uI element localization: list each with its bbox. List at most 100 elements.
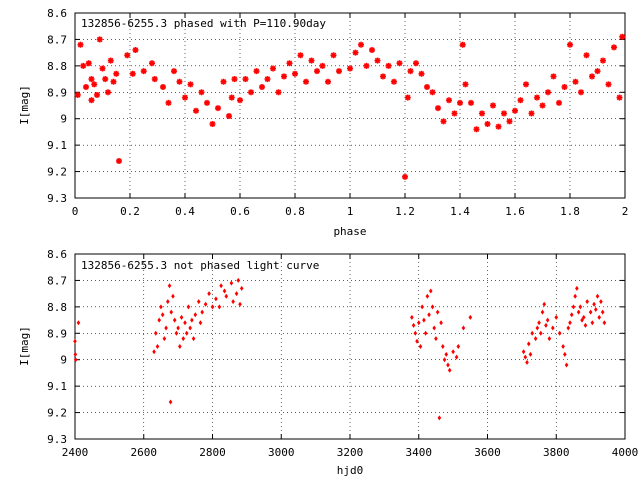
data-point (583, 52, 590, 59)
data-point (107, 57, 114, 64)
y-tick-label: 8.6 (47, 248, 67, 261)
data-point (561, 84, 568, 90)
data-point (77, 41, 84, 48)
data-point (198, 89, 205, 96)
data-point (578, 304, 583, 310)
data-point (171, 68, 177, 75)
data-point (418, 70, 425, 77)
data-point (102, 76, 109, 83)
data-point (413, 330, 418, 336)
data-point (581, 314, 586, 320)
data-points (74, 33, 626, 180)
data-point (525, 359, 529, 365)
data-point (369, 47, 375, 53)
y-tick-label: 9.3 (47, 192, 67, 205)
data-point (538, 330, 543, 336)
x-tick-label: 0.8 (285, 205, 305, 218)
x-tick-label: 4000 (612, 446, 639, 459)
data-point (275, 89, 282, 96)
data-point (571, 304, 576, 310)
chart-title: 132856-6255.3 not phased light curve (81, 259, 319, 272)
data-point (253, 68, 260, 75)
data-point (222, 288, 227, 294)
data-point (116, 158, 122, 164)
data-point (589, 73, 595, 80)
data-point (73, 338, 77, 344)
x-tick-label: 1.4 (450, 205, 470, 218)
data-point (442, 357, 447, 363)
data-point (427, 312, 431, 318)
data-point (166, 299, 170, 305)
data-point (410, 314, 414, 320)
data-point (468, 99, 474, 106)
data-point (461, 325, 466, 331)
data-point (217, 304, 222, 310)
x-tick-label: 1.6 (505, 205, 525, 218)
data-point (286, 60, 293, 67)
x-tick-label: 3000 (268, 446, 295, 459)
data-point (462, 81, 469, 88)
data-point (575, 285, 579, 291)
data-point (171, 293, 175, 299)
data-point (454, 354, 459, 360)
data-point (557, 330, 562, 336)
data-point (176, 78, 183, 85)
data-point (416, 320, 421, 326)
data-point (440, 118, 447, 125)
data-point (432, 325, 437, 331)
data-point (162, 336, 167, 342)
data-point (451, 349, 455, 355)
data-point (149, 60, 155, 67)
data-point (151, 76, 158, 83)
data-point (229, 280, 234, 286)
data-point (540, 309, 545, 315)
y-tick-label: 8.7 (47, 33, 67, 46)
data-point (99, 65, 106, 72)
x-tick-label: 0 (72, 205, 79, 218)
data-point (550, 73, 557, 80)
data-point (468, 314, 473, 320)
data-point (168, 399, 173, 405)
data-point (396, 60, 403, 67)
data-point (270, 65, 276, 72)
data-point (484, 121, 491, 127)
data-point (181, 336, 186, 342)
x-tick-label: 3600 (474, 446, 501, 459)
data-point (556, 99, 562, 106)
x-tick-label: 2600 (131, 446, 158, 459)
data-point (226, 113, 232, 120)
data-point (380, 73, 386, 80)
y-tick-label: 8.8 (47, 60, 67, 73)
x-tick-label: 1.2 (395, 205, 415, 218)
x-tick-label: 2800 (199, 446, 226, 459)
data-point (203, 301, 208, 307)
data-point (530, 330, 534, 336)
data-point (447, 367, 452, 373)
x-tick-label: 1 (347, 205, 354, 218)
data-point (506, 118, 513, 125)
data-point (523, 81, 529, 88)
data-point (595, 293, 600, 299)
y-tick-label: 9.2 (47, 407, 67, 420)
data-point (537, 320, 541, 326)
data-point (236, 277, 241, 283)
data-point (73, 351, 78, 357)
data-point (597, 314, 602, 320)
data-point (592, 301, 596, 307)
x-tick-label: 1.8 (560, 205, 580, 218)
data-point (567, 41, 573, 48)
data-point (153, 330, 158, 336)
chart-title: 132856-6255.3 phased with P=110.90day (81, 17, 326, 30)
data-points (73, 277, 607, 421)
x-tick-label: 3800 (543, 446, 570, 459)
data-point (155, 344, 160, 349)
data-point (325, 78, 331, 85)
data-point (160, 312, 165, 318)
data-point (76, 320, 81, 326)
data-point (184, 330, 189, 336)
data-point (490, 102, 496, 109)
data-point (219, 283, 223, 289)
data-point (330, 52, 337, 59)
data-point (542, 301, 547, 307)
data-point (358, 41, 364, 48)
